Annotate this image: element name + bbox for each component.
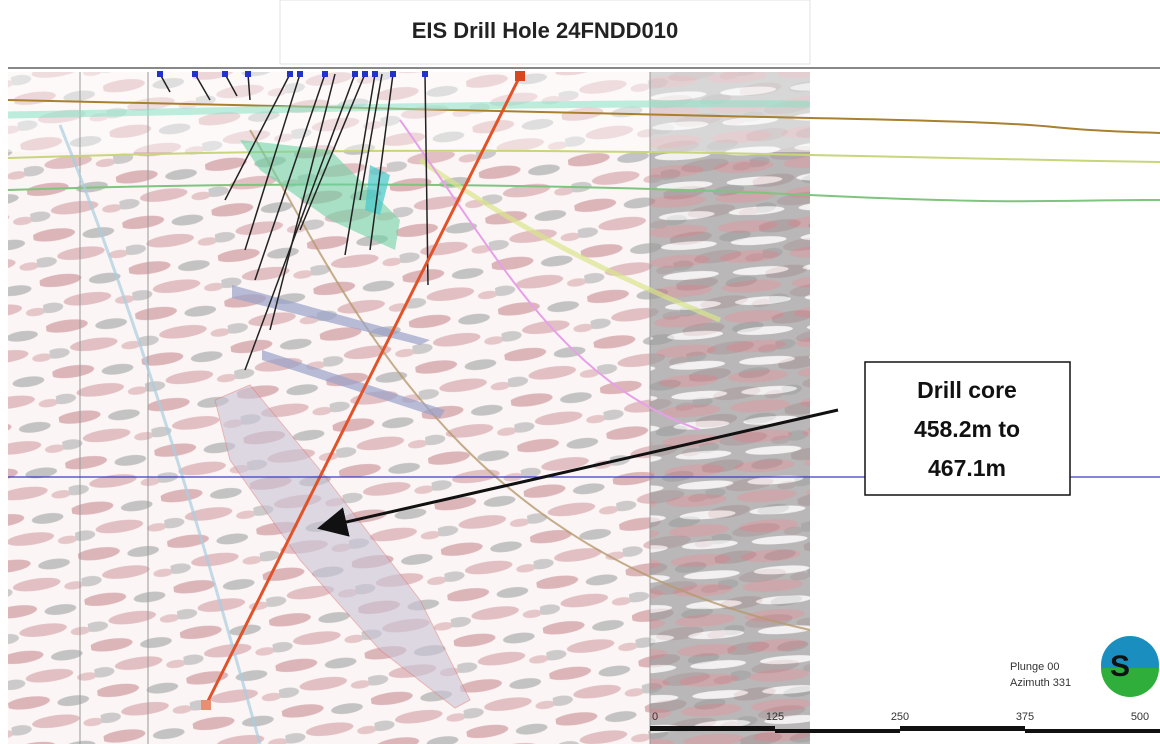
compass-label: S	[1110, 650, 1130, 683]
callout-line: Drill core	[917, 377, 1017, 403]
scale-label: 125	[766, 711, 784, 723]
scale-bar: 0 125 250 375 500	[650, 711, 1160, 733]
scale-label: 250	[891, 711, 909, 723]
horizons	[7, 99, 1160, 744]
callout-line: 458.2m to	[914, 416, 1020, 442]
scale-label: 500	[1131, 711, 1149, 723]
scale-label: 375	[1016, 711, 1034, 723]
plunge: Plunge 00	[1010, 661, 1060, 673]
target-hole	[201, 71, 525, 710]
view-info: Plunge 00 Azimuth 331 S	[1010, 636, 1159, 697]
title: EIS Drill Hole 24FNDD010	[412, 18, 679, 43]
scale-label: 0	[652, 711, 658, 723]
callout-arrow	[317, 408, 839, 537]
title-tab: EIS Drill Hole 24FNDD010	[279, 0, 811, 65]
callout-line: 467.1m	[928, 455, 1006, 481]
azimuth: Azimuth 331	[1010, 677, 1071, 689]
callout: Drill core 458.2m to 467.1m	[317, 361, 1071, 537]
drill-holes	[157, 71, 429, 371]
ore-bodies	[214, 140, 471, 709]
